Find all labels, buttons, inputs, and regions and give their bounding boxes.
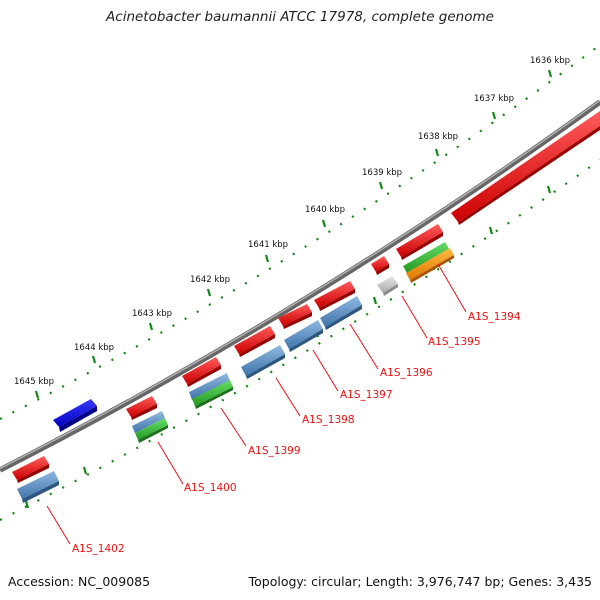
cds-A1S_1394[interactable] [451,111,600,222]
cds-A1S_1401-green[interactable] [135,418,168,440]
cds-A1S_1395-green[interactable] [403,242,449,273]
cds-A1S_1401-red[interactable] [126,396,157,417]
gene-label-A1S_1394: A1S_1394 [468,311,521,323]
scale-label-1641: 1641 kbp [248,240,288,250]
cds-A1S_1399-steel[interactable] [241,345,285,376]
accession-text: Accession: NC_009085 [8,574,151,589]
label-leaders [46,263,467,545]
scale-label-1636: 1636 kbp [530,56,570,66]
cds-A1S_1397-red[interactable] [314,281,355,308]
gene-label-A1S_1399: A1S_1399 [248,445,301,457]
gene-label-A1S_1397: A1S_1397 [340,389,393,401]
inner-tick-track [0,159,600,521]
forward-features [12,111,600,483]
genome-backbone [0,99,600,473]
scale-label-1638: 1638 kbp [418,132,458,142]
cds-A1S_1396-grey[interactable] [377,276,398,293]
genome-backbone-highlight [0,99,600,470]
scale-label-1644: 1644 kbp [74,343,114,353]
map-title: Acinetobacter baumannii ATCC 17978, comp… [106,9,494,25]
cds-A1S_1402-red[interactable] [12,456,49,480]
scale-label-1642: 1642 kbp [190,275,230,285]
cds-A1S_1400-red[interactable] [182,357,221,384]
reverse-features [17,242,454,503]
scale-label-1637: 1637 kbp [474,94,514,104]
cds-A1S_1400-steel[interactable] [189,373,230,400]
gene-label-A1S_1398: A1S_1398 [302,414,355,426]
gene-labels: A1S_1394 A1S_1395 A1S_1396 A1S_1397 A1S_… [72,311,521,555]
cds-A1S_1395-orange[interactable] [406,248,454,280]
cds-A1S_1398-steel[interactable] [284,320,323,349]
cds-A1S_1399-red[interactable] [234,326,275,354]
cds-A1S_1402-steel[interactable] [17,471,59,499]
blue-feature[interactable] [53,399,97,427]
cds-A1S_1395-red[interactable] [396,224,443,257]
genome-summary-text: Topology: circular; Length: 3,976,747 bp… [248,574,592,589]
gene-label-A1S_1400: A1S_1400 [184,482,237,494]
cds-A1S_1396-red[interactable] [371,256,389,272]
scale-label-1645: 1645 kbp [14,377,54,387]
scale-label-1639: 1639 kbp [362,168,402,178]
scale-labels: 1636 kbp 1637 kbp 1638 kbp 1639 kbp 1640… [14,56,570,387]
scale-label-1643: 1643 kbp [132,309,172,319]
cds-A1S_1401-steel[interactable] [132,411,165,433]
scale-label-1640: 1640 kbp [305,205,345,215]
gene-label-A1S_1395: A1S_1395 [428,336,481,348]
cds-A1S_1397-steel[interactable] [320,296,362,327]
cds-A1S_1400-green[interactable] [192,380,233,406]
cds-A1S_1398-red[interactable] [278,304,312,326]
major-ticks [24,69,553,509]
gene-label-A1S_1402: A1S_1402 [72,543,125,555]
gene-label-A1S_1396: A1S_1396 [380,367,433,379]
